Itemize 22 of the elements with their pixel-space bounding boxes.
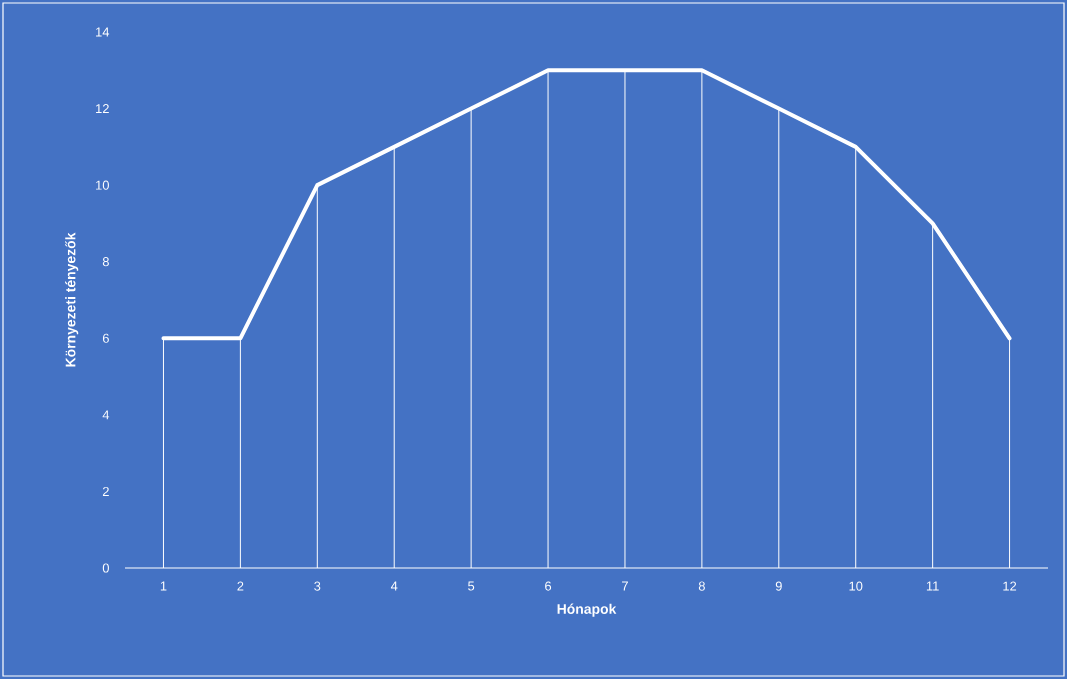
y-tick-label: 8: [102, 257, 109, 267]
y-tick-label: 14: [96, 27, 110, 37]
x-tick-label: 7: [622, 581, 628, 591]
y-tick-label: 10: [96, 180, 109, 190]
y-tick-label: 2: [102, 486, 109, 496]
x-tick-label: 10: [849, 581, 863, 591]
y-tick-label: 6: [102, 333, 109, 343]
x-tick-label: 1: [160, 581, 167, 591]
x-tick-label: 5: [468, 581, 475, 591]
y-tick-label: 4: [102, 410, 110, 420]
x-tick-label: 6: [545, 581, 552, 591]
x-tick-label: 2: [237, 581, 244, 591]
x-tick-label: 8: [698, 581, 705, 591]
x-tick-label: 3: [314, 581, 321, 591]
x-tick-label: 12: [1003, 581, 1017, 591]
y-axis-title: Környezeti tényezők: [65, 232, 79, 367]
x-axis-title: Hónapok: [557, 603, 617, 617]
x-tick-label: 9: [775, 581, 782, 591]
y-tick-label: 0: [102, 563, 109, 573]
x-tick-label: 11: [926, 581, 939, 591]
y-tick-label: 12: [96, 104, 109, 114]
x-tick-label: 4: [390, 581, 398, 591]
